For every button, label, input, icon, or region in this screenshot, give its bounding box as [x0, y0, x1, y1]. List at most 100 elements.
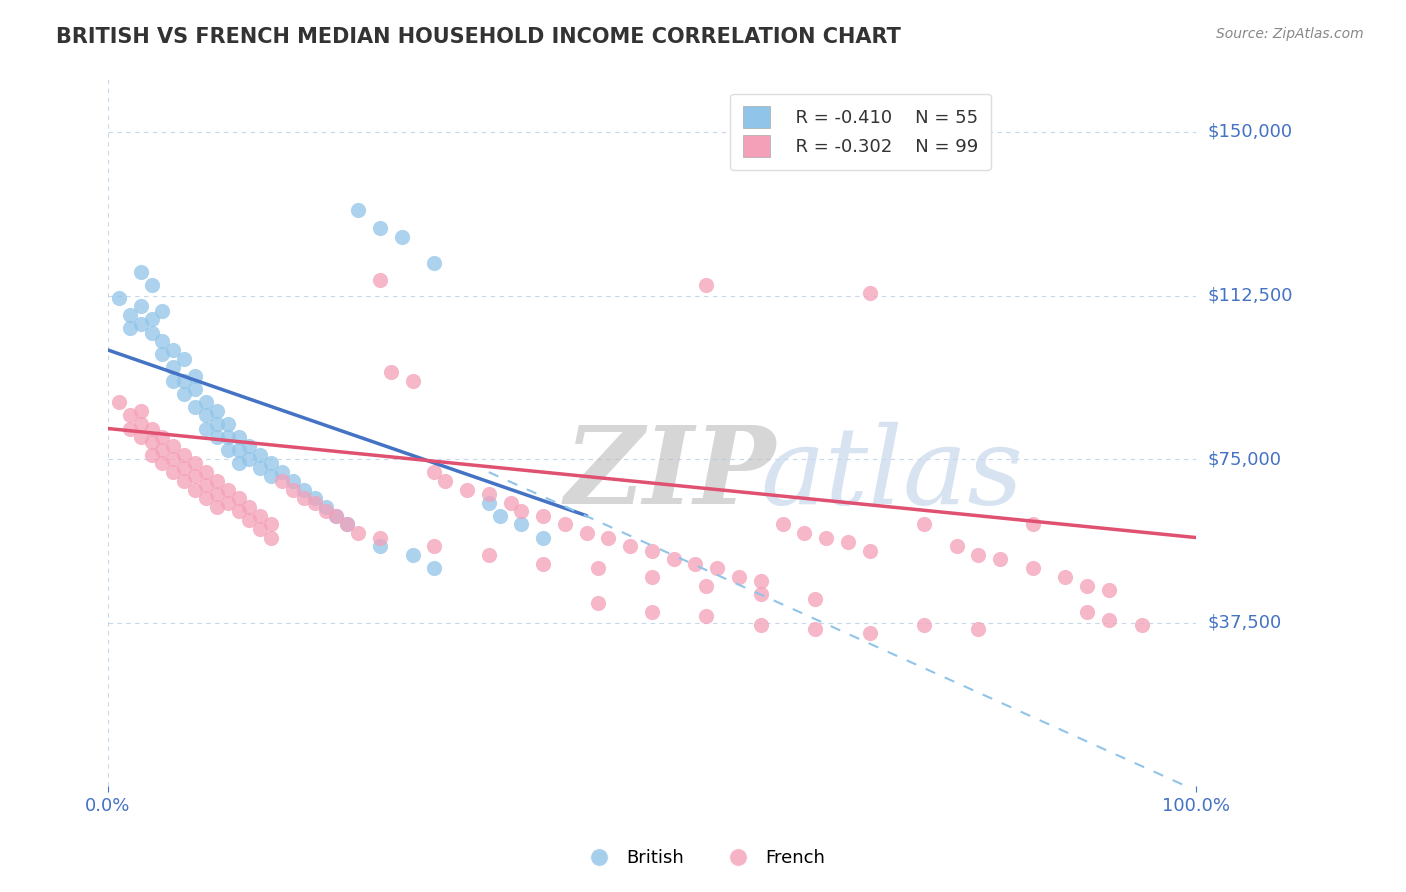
Point	[129, 404, 152, 418]
Point	[662, 552, 685, 566]
Point	[586, 596, 609, 610]
Point	[749, 574, 772, 589]
Point	[150, 430, 173, 444]
Point	[1054, 570, 1077, 584]
Point	[347, 526, 370, 541]
Point	[173, 374, 195, 388]
Point	[150, 303, 173, 318]
Point	[815, 531, 838, 545]
Point	[217, 483, 239, 497]
Point	[194, 409, 217, 423]
Point	[238, 513, 260, 527]
Point	[238, 500, 260, 514]
Point	[510, 517, 533, 532]
Point	[249, 522, 271, 536]
Point	[749, 617, 772, 632]
Point	[194, 478, 217, 492]
Point	[249, 508, 271, 523]
Point	[619, 539, 641, 553]
Point	[401, 374, 423, 388]
Point	[173, 448, 195, 462]
Point	[858, 626, 880, 640]
Point	[141, 434, 163, 449]
Point	[912, 617, 935, 632]
Point	[804, 622, 827, 636]
Point	[129, 317, 152, 331]
Point	[205, 500, 228, 514]
Point	[988, 552, 1011, 566]
Point	[292, 491, 315, 506]
Point	[1098, 614, 1121, 628]
Point	[108, 291, 131, 305]
Point	[118, 421, 141, 435]
Point	[575, 526, 598, 541]
Point	[423, 465, 446, 479]
Point	[478, 487, 501, 501]
Point	[129, 300, 152, 314]
Point	[150, 347, 173, 361]
Point	[858, 543, 880, 558]
Point	[205, 404, 228, 418]
Point	[129, 430, 152, 444]
Point	[184, 469, 207, 483]
Point	[281, 474, 304, 488]
Point	[173, 460, 195, 475]
Point	[184, 400, 207, 414]
Point	[598, 531, 620, 545]
Point	[194, 421, 217, 435]
Point	[804, 591, 827, 606]
Point	[304, 496, 326, 510]
Point	[129, 264, 152, 278]
Point	[205, 474, 228, 488]
Point	[423, 539, 446, 553]
Point	[271, 465, 294, 479]
Point	[488, 508, 510, 523]
Point	[456, 483, 478, 497]
Point	[967, 622, 990, 636]
Point	[238, 439, 260, 453]
Point	[967, 548, 990, 562]
Point	[228, 504, 250, 518]
Point	[217, 496, 239, 510]
Point	[499, 496, 522, 510]
Point	[1076, 578, 1098, 592]
Point	[260, 457, 283, 471]
Point	[1076, 605, 1098, 619]
Legend: British, French: British, French	[574, 842, 832, 874]
Point	[162, 439, 184, 453]
Point	[141, 448, 163, 462]
Point	[249, 460, 271, 475]
Point	[118, 409, 141, 423]
Point	[641, 570, 664, 584]
Point	[162, 465, 184, 479]
Point	[194, 465, 217, 479]
Point	[260, 531, 283, 545]
Point	[336, 517, 359, 532]
Point	[478, 548, 501, 562]
Point	[205, 430, 228, 444]
Point	[118, 308, 141, 322]
Point	[173, 351, 195, 366]
Point	[184, 369, 207, 384]
Point	[217, 430, 239, 444]
Point	[347, 203, 370, 218]
Point	[238, 452, 260, 467]
Point	[118, 321, 141, 335]
Point	[141, 421, 163, 435]
Point	[194, 491, 217, 506]
Point	[641, 543, 664, 558]
Point	[150, 443, 173, 458]
Point	[434, 474, 457, 488]
Point	[1098, 582, 1121, 597]
Text: $37,500: $37,500	[1208, 614, 1281, 632]
Point	[184, 483, 207, 497]
Point	[391, 229, 413, 244]
Point	[184, 457, 207, 471]
Text: $150,000: $150,000	[1208, 123, 1292, 141]
Point	[336, 517, 359, 532]
Point	[586, 561, 609, 575]
Point	[141, 277, 163, 292]
Text: atlas: atlas	[761, 422, 1024, 527]
Point	[260, 517, 283, 532]
Point	[150, 334, 173, 349]
